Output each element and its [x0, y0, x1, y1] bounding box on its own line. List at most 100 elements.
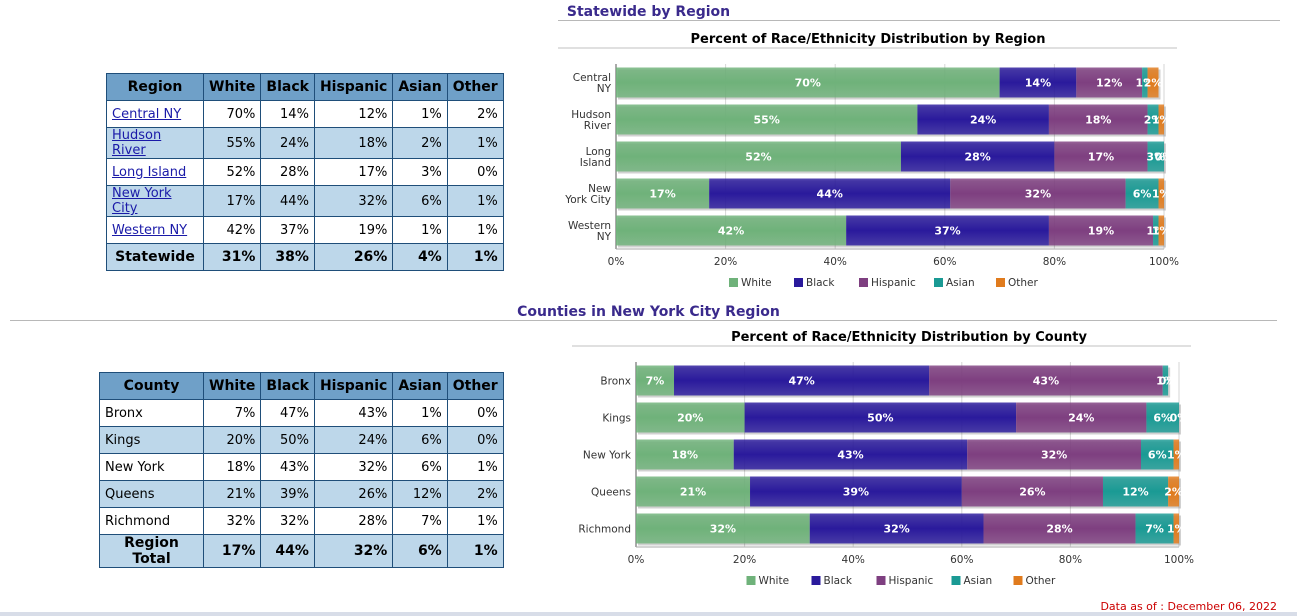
region-link-central-ny[interactable]: Central NY — [112, 106, 182, 122]
bar-segment-black — [744, 402, 1017, 433]
bar-data-label: 26% — [1019, 486, 1045, 499]
x-tick-label: 80% — [1059, 554, 1082, 566]
asian-cell: 2% — [392, 127, 448, 159]
hispanic-cell: 19% — [313, 216, 394, 244]
bar-segment-hispanic — [961, 476, 1103, 507]
region-cell[interactable]: Long Island — [106, 158, 204, 186]
region-cell[interactable]: New York City — [106, 185, 204, 217]
bar-data-label: 18% — [672, 449, 698, 462]
bar-segment-hispanic — [929, 365, 1163, 396]
region-cell[interactable]: Western NY — [106, 216, 204, 244]
region-distribution-chart: Percent of Race/Ethnicity Distribution b… — [558, 32, 1179, 288]
bar-data-label: 32% — [1025, 188, 1051, 201]
black-cell: 28% — [260, 158, 315, 186]
white-cell: 52% — [202, 158, 262, 186]
white-cell: 7% — [202, 399, 262, 427]
total-label: Statewide — [106, 243, 204, 271]
bar-data-label: 3% — [1146, 151, 1165, 164]
bar-data-label: 55% — [754, 114, 780, 127]
bar-data-label: 0% — [1170, 412, 1189, 425]
bar-data-label: 17% — [649, 188, 675, 201]
bar-segment-other — [1158, 178, 1164, 209]
bar-data-label: 50% — [867, 412, 893, 425]
table-row: Hudson River 55% 24% 18% 2% 1% — [106, 127, 504, 159]
white-cell: 70% — [202, 100, 262, 128]
asian-cell: 6% — [392, 185, 448, 217]
x-tick-label: 40% — [842, 554, 865, 566]
bar-data-label: 39% — [843, 486, 869, 499]
total-other: 1% — [446, 534, 504, 568]
bar-segment-asian — [1147, 141, 1164, 172]
category-label: New York — [583, 450, 632, 462]
x-tick-label: 80% — [1043, 256, 1066, 268]
county-cell: Kings — [99, 426, 204, 454]
asian-cell: 6% — [392, 453, 448, 481]
x-tick-label: 60% — [950, 554, 973, 566]
hispanic-cell: 26% — [313, 480, 394, 508]
legend-swatch-asian — [951, 576, 961, 585]
hispanic-cell: 32% — [313, 185, 394, 217]
other-cell: 1% — [446, 453, 504, 481]
header-white: White — [202, 372, 262, 400]
asian-cell: 1% — [392, 216, 448, 244]
other-cell: 1% — [446, 507, 504, 535]
header-white: White — [202, 73, 262, 101]
bar-segment-black — [709, 178, 951, 209]
bar-segment-asian — [1102, 476, 1169, 507]
white-cell: 55% — [202, 127, 262, 159]
county-distribution-chart: Percent of Race/Ethnicity Distribution b… — [572, 330, 1194, 586]
bar-data-label: 14% — [1025, 77, 1051, 90]
bar-data-label: 2% — [1144, 114, 1163, 127]
region-cell[interactable]: Hudson River — [106, 127, 204, 159]
region-link-long-island[interactable]: Long Island — [112, 164, 187, 180]
legend-label-hispanic: Hispanic — [889, 575, 934, 586]
header-black: Black — [260, 372, 315, 400]
other-cell: 2% — [446, 100, 504, 128]
bar-segment-white — [636, 365, 675, 396]
bar-data-label: 7% — [646, 375, 665, 388]
section-divider — [10, 320, 1277, 321]
category-label: NY — [597, 83, 612, 95]
white-cell: 17% — [202, 185, 262, 217]
legend-swatch-white — [746, 576, 756, 585]
header-hispanic: Hispanic — [313, 372, 394, 400]
category-label: Hudson — [571, 109, 611, 121]
legend-swatch-black — [794, 278, 803, 287]
bar-segment-hispanic — [1076, 67, 1143, 98]
region-cell[interactable]: Central NY — [106, 100, 204, 128]
region-link-new-york-city[interactable]: New York City — [112, 186, 172, 216]
section-title-statewide: Statewide by Region — [566, 4, 731, 20]
region-link-western-ny[interactable]: Western NY — [112, 222, 188, 238]
x-tick-label: 20% — [714, 256, 737, 268]
category-label: Bronx — [600, 376, 631, 388]
category-label: Richmond — [578, 524, 631, 536]
asian-cell: 1% — [392, 399, 448, 427]
bar-segment-white — [636, 439, 734, 470]
bar-segment-white — [636, 513, 810, 544]
header-other: Other — [446, 73, 504, 101]
table-row: Richmond 32% 32% 28% 7% 1% — [99, 507, 504, 535]
bar-segment-hispanic — [1048, 215, 1154, 246]
black-cell: 44% — [260, 185, 315, 217]
x-tick-label: 40% — [824, 256, 847, 268]
legend-label-other: Other — [1008, 277, 1038, 288]
region-link-hudson-river[interactable]: Hudson River — [112, 128, 162, 158]
table-header-row: Region White Black Hispanic Asian Other — [106, 73, 504, 101]
bar-segment-asian — [1142, 67, 1148, 98]
bar-segment-hispanic — [1054, 141, 1148, 172]
category-label: York City — [564, 194, 611, 206]
category-label: NY — [597, 231, 612, 243]
legend-swatch-black — [811, 576, 821, 585]
legend-label-asian: Asian — [946, 277, 975, 288]
header-other: Other — [446, 372, 504, 400]
category-label: River — [584, 120, 612, 132]
black-cell: 14% — [260, 100, 315, 128]
bar-segment-black — [999, 67, 1077, 98]
black-cell: 39% — [260, 480, 315, 508]
other-cell: 2% — [446, 480, 504, 508]
legend-swatch-hispanic — [876, 576, 886, 585]
hispanic-cell: 24% — [313, 426, 394, 454]
bottom-bar — [0, 612, 1297, 616]
table-total-row: Region Total 17% 44% 32% 6% 1% — [99, 534, 504, 568]
legend-label-asian: Asian — [964, 575, 993, 586]
